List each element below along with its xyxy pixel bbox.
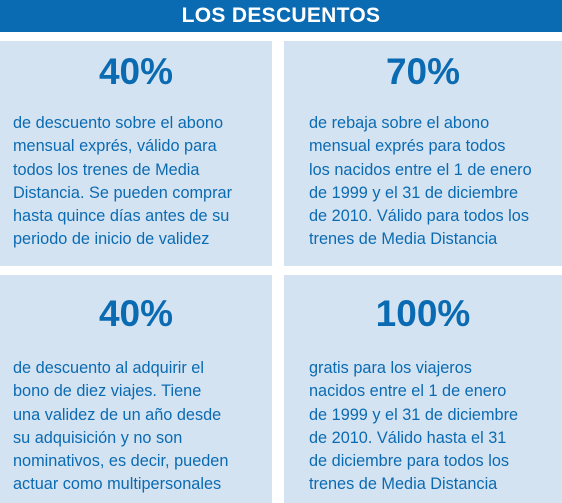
discount-percentage: 100% <box>375 293 471 334</box>
discount-description: de descuento sobre el abono mensual expr… <box>13 114 233 249</box>
discount-percentage: 40% <box>98 51 174 92</box>
header-bar: LOS DESCUENTOS <box>0 0 562 32</box>
discount-percentage: 70% <box>385 51 461 92</box>
discount-card-youth-free: 100% gratis para los viajeros nacidos en… <box>284 275 562 503</box>
discount-percentage: 40% <box>98 293 174 334</box>
discount-card-ten-trip-pass: 40% de descuento al adquirir el bono de … <box>0 275 272 503</box>
discount-description: de descuento al adquirir el bono de diez… <box>13 359 229 494</box>
discount-description: gratis para los viajeros nacidos entre e… <box>309 359 519 494</box>
discount-card-monthly-pass: 40% de descuento sobre el abono mensual … <box>0 41 272 266</box>
header-title: LOS DESCUENTOS <box>181 4 381 27</box>
discount-card-youth-monthly-pass: 70% de rebaja sobre el abono mensual exp… <box>284 41 562 266</box>
discount-description: de rebaja sobre el abono mensual exprés … <box>309 114 532 249</box>
